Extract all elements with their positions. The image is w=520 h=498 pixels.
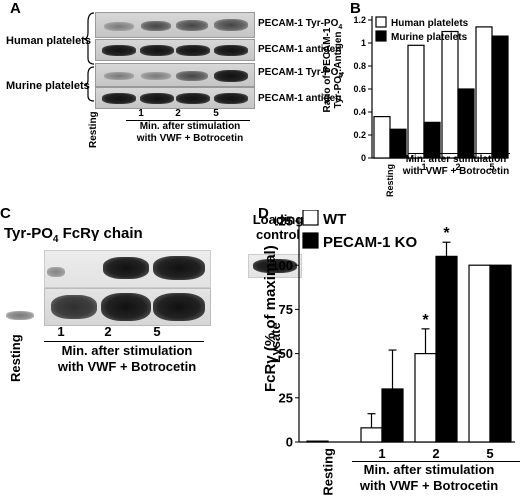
panel-c-title: Tyr-PO4 FcRγ chain: [4, 225, 143, 245]
panel-d-label: D: [258, 205, 269, 222]
bar-pecam-1-ko-2: [435, 255, 458, 443]
legend-label-wt: WT: [323, 211, 346, 228]
category-label-1: 1: [378, 446, 385, 461]
bar-wt-1: [360, 427, 383, 443]
bar-wt-resting: [306, 440, 329, 443]
loading-control-label: Loading control: [252, 212, 304, 242]
lane-label-5-c: 5: [153, 324, 161, 339]
y-tick-label: 0: [361, 153, 366, 163]
y-tick-label: 0.2: [353, 130, 366, 140]
lane-underline-b: [408, 153, 510, 154]
x-caption-d: Min. after stimulation with VWF + Botroce…: [359, 462, 499, 493]
lane-underline-d: [352, 461, 520, 462]
legend-label-pecam-1-ko: PECAM-1 KO: [323, 234, 418, 251]
bar-pecam-1-ko-5: [489, 264, 512, 443]
blot-human-antigen: [95, 39, 255, 61]
y-tick-label: 75: [279, 302, 293, 317]
bar-human-platelets-2: [441, 30, 459, 159]
chart-b: 0 0.2 0.4 0.6 0.8 1 1.2 Resting 1 2 5 Human platele…: [353, 15, 509, 197]
band-label-human-tyrpo: PECAM-1 Tyr-PO4: [258, 18, 343, 31]
y-tick-label: 125: [275, 214, 293, 229]
legend-swatch-murine-platelets: [375, 30, 387, 42]
bar-wt-5: [468, 264, 491, 443]
blot-murine-antigen: [95, 87, 255, 109]
legend-label-human-platelets: Human platelets: [391, 18, 469, 29]
y-tick-label: 0: [286, 435, 293, 450]
legend-swatch-human-platelets: [375, 16, 387, 28]
band-label-murine-tyrpo: PECAM-1 Tyr-PO4: [258, 67, 343, 80]
lane-label-1-c: 1: [57, 324, 65, 339]
y-tick-label: 25: [279, 390, 293, 405]
blot-c-loading: [248, 254, 302, 278]
y-tick-label: 0.8: [353, 61, 366, 71]
lane-label-resting-a: Resting: [88, 111, 99, 148]
bar-human-platelets-resting: [373, 115, 391, 159]
band-label-human-antigen: PECAM-1 antigen: [258, 44, 342, 55]
blot-human-tyrpo: [95, 12, 255, 38]
panel-a-label: A: [10, 0, 21, 17]
lane-underline-c: [44, 341, 204, 342]
row-label-murine: Murine platelets: [6, 80, 90, 92]
blot-murine-tyrpo: [95, 63, 255, 87]
bar-murine-platelets-2: [457, 88, 475, 159]
bar-pecam-1-ko-1: [381, 388, 404, 443]
significance-star: *: [443, 225, 450, 242]
x-caption-b: Min. after stimulation with VWF + Botroce…: [402, 154, 510, 177]
blot-c-upper: [44, 250, 211, 288]
legend-swatch-pecam-1-ko: [302, 232, 319, 249]
category-label-5: 5: [489, 162, 494, 172]
lane-label-resting-c: Resting: [8, 334, 23, 382]
bar-wt-2: [414, 353, 437, 443]
panel-b-label: B: [350, 0, 361, 17]
blot-c-resting-band: [6, 311, 34, 320]
lane-label-2-c: 2: [104, 324, 112, 339]
category-label-2: 2: [455, 162, 460, 172]
y-tick-label: 100: [275, 258, 293, 273]
lane-label-1-a: 1: [138, 108, 144, 119]
y-tick-label: 50: [279, 346, 293, 361]
bar-human-platelets-5: [475, 26, 493, 159]
bar-murine-platelets-1: [423, 121, 441, 159]
category-label-1: 1: [421, 162, 426, 172]
significance-star: *: [422, 312, 429, 329]
y-tick-label: 0.4: [353, 107, 366, 117]
y-tick-label: 1.2: [353, 15, 366, 25]
x-caption-a: Min. after stimulation with VWF + Botroce…: [136, 121, 244, 144]
row-label-human: Human platelets: [6, 35, 91, 47]
bar-human-platelets-1: [407, 44, 425, 159]
y-tick-label: 0.6: [353, 84, 366, 94]
category-label-resting: Resting: [385, 164, 395, 197]
lane-underline-a: [126, 120, 250, 121]
legend-label-murine-platelets: Murine platelets: [391, 32, 468, 43]
legend-swatch-wt: [302, 210, 319, 226]
x-caption-c: Min. after stimulation with VWF + Botroce…: [57, 343, 197, 374]
bar-murine-platelets-5: [491, 35, 509, 159]
y-tick-label: 1: [361, 38, 366, 48]
category-label-resting: Resting: [321, 448, 336, 496]
blot-c-lower: [44, 288, 211, 326]
category-label-2: 2: [432, 446, 439, 461]
category-label-5: 5: [486, 446, 493, 461]
band-label-murine-antigen: PECAM-1 antigen: [258, 93, 342, 104]
row-brackets: [84, 12, 95, 102]
lane-label-2-a: 2: [175, 108, 181, 119]
lane-label-5-a: 5: [213, 108, 219, 119]
panel-c-label: C: [0, 205, 11, 222]
bar-murine-platelets-resting: [389, 128, 407, 159]
